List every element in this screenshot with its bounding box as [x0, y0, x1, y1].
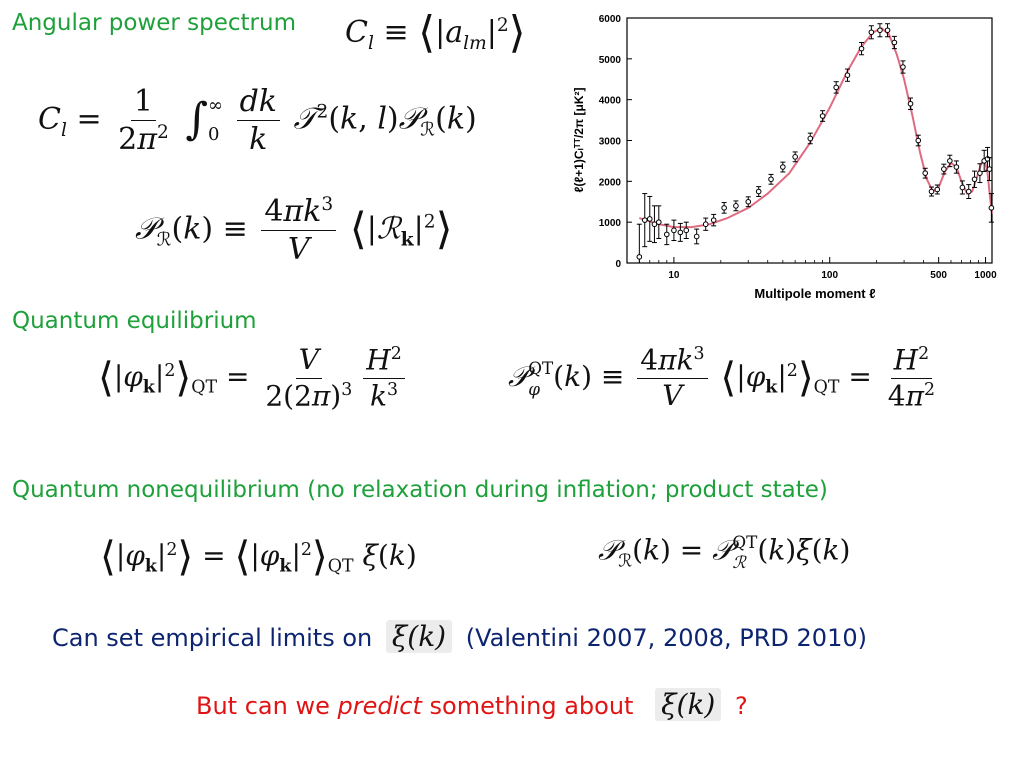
- empirical-limits-prefix: Can set empirical limits on: [52, 624, 373, 652]
- data-point: [891, 39, 898, 46]
- data-point: [683, 227, 690, 234]
- data-point: [959, 184, 966, 191]
- data-point: [934, 186, 941, 193]
- heading-quantum-equilibrium: Quantum equilibrium: [12, 308, 257, 334]
- model-curve: [639, 27, 993, 229]
- data-point: [656, 219, 662, 225]
- y-tick-label: 6000: [599, 14, 622, 25]
- data-point: [651, 221, 658, 228]
- data-point: [636, 254, 643, 260]
- data-point: [900, 64, 906, 70]
- data-point: [646, 216, 653, 222]
- equation-pr-definition: 𝒫ℛ(k) ≡ 4πk3 V ⟨|ℛk|2⟩: [135, 194, 453, 267]
- equation-phi-variance-xi: ⟨|φk|2⟩ = ⟨|φk|2⟩QT ξ(k): [100, 532, 417, 580]
- predict-question-mark: ?: [735, 692, 748, 720]
- data-point: [833, 84, 839, 91]
- data-point: [710, 217, 717, 223]
- data-point: [819, 113, 826, 119]
- data-point: [965, 188, 972, 195]
- data-point: [807, 135, 814, 142]
- predict-question-line: But can we predict something about ξ(k) …: [196, 688, 748, 721]
- heading-quantum-nonequilibrium: Quantum nonequilibrium (no relaxation du…: [12, 477, 828, 503]
- y-tick-label: 1000: [599, 218, 622, 229]
- y-tick-label: 5000: [599, 55, 622, 66]
- predict-part1: But can we: [196, 692, 330, 720]
- data-point: [922, 170, 929, 176]
- data-point: [986, 166, 993, 172]
- x-tick-label: 500: [930, 270, 947, 281]
- data-point: [941, 166, 947, 172]
- empirical-limits-line: Can set empirical limits on ξ(k) (Valent…: [52, 620, 867, 653]
- xi-of-k-box: ξ(k): [385, 620, 453, 653]
- data-point: [988, 205, 995, 211]
- y-tick-label: 0: [615, 259, 621, 270]
- valentini-citation: (Valentini 2007, 2008, PRD 2010): [465, 624, 867, 652]
- heading-angular-power-spectrum: Angular power spectrum: [12, 10, 296, 36]
- y-tick-label: 3000: [599, 137, 622, 148]
- data-point: [702, 221, 709, 228]
- equation-pr-xi: 𝒫ℛ(k) = 𝒫 QT ℛ (k)ξ(k): [598, 532, 851, 573]
- data-point: [792, 154, 798, 160]
- data-point: [844, 72, 851, 78]
- data-point: [641, 217, 648, 223]
- data-point: [915, 137, 922, 144]
- y-tick-label: 4000: [599, 96, 622, 107]
- data-point: [671, 227, 677, 234]
- data-point: [953, 164, 960, 170]
- data-point: [721, 205, 727, 211]
- predict-part2: something about: [429, 692, 634, 720]
- data-point: [977, 170, 983, 176]
- data-point: [858, 45, 865, 52]
- equation-cl-definition: Cl ≡ ⟨|alm|2⟩: [345, 8, 526, 58]
- data-point: [733, 203, 739, 209]
- data-point: [971, 176, 978, 183]
- xi-of-k-box-2: ξ(k): [655, 688, 722, 721]
- data-point: [884, 27, 891, 34]
- x-tick-label: 100: [821, 270, 838, 281]
- x-axis-label: Multipole moment ℓ: [754, 286, 875, 301]
- y-axis-label: ℓ(ℓ+1)Cₗᵀᵀ/2π [μK²]: [572, 88, 586, 193]
- predict-emphasis: predict: [337, 692, 422, 720]
- data-point: [755, 188, 762, 195]
- y-tick-label: 2000: [599, 177, 622, 188]
- data-point: [907, 100, 914, 107]
- cmb-power-spectrum-chart: 0 1000 2000 3000 4000 5000 6000 10 100 500 1000 M…: [565, 10, 1005, 310]
- data-point: [768, 176, 774, 183]
- data-point: [663, 231, 670, 238]
- data-point: [780, 164, 786, 170]
- x-tick-label: 1000: [974, 270, 997, 281]
- equation-p-phi-qt: 𝒫 QT φ (k) ≡ 4πk3 V ⟨|φk|2⟩QT = H2 4π2: [508, 343, 936, 413]
- equation-phi-variance-qt: ⟨|φk|2⟩QT = V 2(2π)3 H2 k3: [98, 344, 409, 412]
- data-point: [947, 158, 953, 164]
- x-tick-label: 10: [668, 270, 680, 281]
- data-point: [928, 188, 935, 195]
- data-point: [677, 229, 684, 236]
- data-point: [745, 198, 752, 205]
- data-point: [693, 233, 700, 240]
- data-point: [877, 27, 883, 34]
- data-point: [868, 29, 875, 36]
- equation-cl-integral: Cl = 1 2π2 ∫ ∞ 0 dk k 𝒯2(k, l)𝒫ℛ(k): [38, 84, 477, 157]
